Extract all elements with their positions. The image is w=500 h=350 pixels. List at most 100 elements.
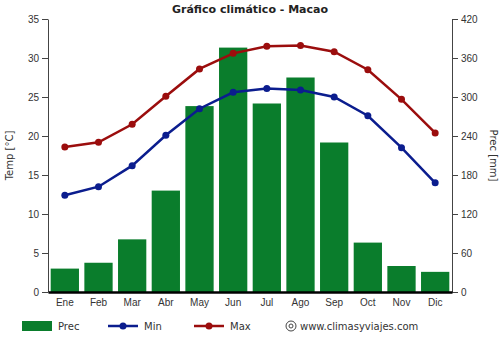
y2-tick-mark xyxy=(452,175,458,176)
bar xyxy=(286,78,314,293)
marker xyxy=(364,112,371,119)
y-tick-mark xyxy=(42,97,48,98)
y-tick-mark xyxy=(42,214,48,215)
marker xyxy=(398,144,405,151)
bar xyxy=(253,104,281,293)
annotation: www.climasyviajes.com xyxy=(300,321,418,332)
marker xyxy=(95,183,102,190)
bar xyxy=(84,263,112,292)
marker xyxy=(196,105,203,112)
marker xyxy=(61,192,68,199)
x-tick-label: Sep xyxy=(325,297,343,308)
bar xyxy=(118,239,146,292)
legend-item: Max xyxy=(194,321,251,332)
x-tick-label: Jul xyxy=(260,297,273,308)
bar xyxy=(219,48,247,292)
y2-tick-mark xyxy=(452,58,458,59)
y-tick-mark xyxy=(42,136,48,137)
copyright-icon xyxy=(286,321,296,331)
y-tick-label: 10 xyxy=(28,209,40,220)
y-tick: 0 xyxy=(33,287,48,298)
bar-series xyxy=(51,48,450,292)
y-tick-mark xyxy=(42,58,48,59)
y2-tick: 0 xyxy=(452,287,467,298)
line xyxy=(65,88,435,195)
y2-tick-label: 120 xyxy=(461,209,478,220)
y2-tick: 120 xyxy=(452,209,478,220)
y-tick: 25 xyxy=(28,92,48,103)
legend-item: Min xyxy=(108,321,162,332)
markers xyxy=(61,85,438,199)
x-tick: Ago xyxy=(292,292,310,308)
bar xyxy=(185,106,213,292)
legend-marker xyxy=(120,323,127,330)
y2-tick: 60 xyxy=(452,248,473,259)
y-tick-label: 0 xyxy=(33,287,39,298)
watermark: www.climasyviajes.com xyxy=(286,321,418,332)
marker xyxy=(95,139,102,146)
marker xyxy=(364,66,371,73)
x-tick: Oct xyxy=(360,292,376,308)
y-tick-mark xyxy=(42,292,48,293)
y2-tick-label: 0 xyxy=(461,287,467,298)
y2-tick: 420 xyxy=(452,14,478,25)
y-tick-label: 20 xyxy=(28,131,40,142)
x-tick: Jun xyxy=(225,292,241,308)
x-axis-line xyxy=(49,291,453,294)
x-tick: Mar xyxy=(124,292,142,308)
y-tick-mark xyxy=(42,175,48,176)
y-tick-label: 35 xyxy=(28,14,40,25)
y2-tick: 300 xyxy=(452,92,478,103)
bar xyxy=(387,266,415,292)
marks xyxy=(51,42,450,292)
marker xyxy=(432,129,439,136)
y-tick: 30 xyxy=(28,53,48,64)
x-tick: Feb xyxy=(90,292,108,308)
plot: 05101520253035060120180240300360420EneFe… xyxy=(28,14,478,308)
y-axis: 05101520253035 xyxy=(28,14,49,298)
y-tick: 10 xyxy=(28,209,48,220)
x-tick-label: Nov xyxy=(393,297,411,308)
y2-tick: 180 xyxy=(452,170,478,181)
marker xyxy=(297,42,304,49)
y2-tick-label: 180 xyxy=(461,170,478,181)
marker xyxy=(331,94,338,101)
marker xyxy=(432,179,439,186)
marker xyxy=(398,96,405,103)
x-tick: Dic xyxy=(428,292,442,308)
x-tick-label: Ene xyxy=(56,297,74,308)
marker xyxy=(297,86,304,93)
marker xyxy=(230,89,237,96)
markers xyxy=(61,42,438,150)
x-tick: Abr xyxy=(158,292,174,308)
x-tick: Sep xyxy=(325,292,343,308)
x-tick-label: Dic xyxy=(428,297,442,308)
x-tick: May xyxy=(190,292,209,308)
x-tick-label: Feb xyxy=(90,297,108,308)
marker xyxy=(162,93,169,100)
x-tick-label: Mar xyxy=(124,297,142,308)
marker xyxy=(162,132,169,139)
y-tick-label: 25 xyxy=(28,92,40,103)
y-tick-mark xyxy=(42,19,48,20)
marker xyxy=(129,121,136,128)
marker xyxy=(263,43,270,50)
y2-tick: 360 xyxy=(452,53,478,64)
x-tick: Jul xyxy=(260,292,273,308)
y2-tick-mark xyxy=(452,19,458,20)
y2-tick-label: 360 xyxy=(461,53,478,64)
y2-axis-title: Prec [mm] xyxy=(488,130,499,182)
bar xyxy=(354,243,382,292)
legend-swatch xyxy=(22,321,52,331)
x-axis: Ene Feb Mar Abr May Jun Jul Ago Sep Oct Nov Dic xyxy=(49,292,453,308)
y-axis-line xyxy=(48,20,49,293)
line xyxy=(65,46,435,147)
y2-tick-mark xyxy=(452,292,458,293)
x-tick-label: Oct xyxy=(360,297,376,308)
y2-tick-label: 60 xyxy=(461,248,473,259)
marker xyxy=(129,162,136,169)
legend-item: Prec xyxy=(22,321,79,332)
bar xyxy=(421,272,449,292)
y2-axis: 060120180240300360420 xyxy=(452,14,478,298)
y-tick-label: 30 xyxy=(28,53,40,64)
